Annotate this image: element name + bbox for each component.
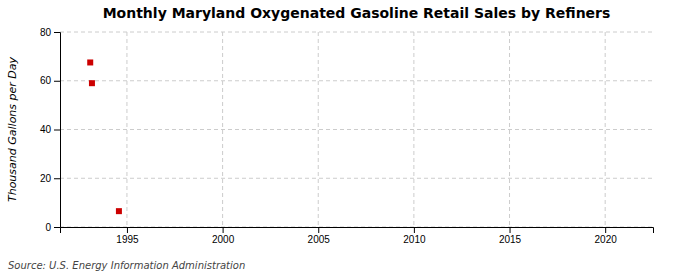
x-tick-label: 2015 — [499, 234, 522, 245]
x-tick: 2010 — [403, 227, 426, 245]
x-tick-mark — [223, 227, 224, 233]
x-tick-label: 2005 — [308, 234, 331, 245]
grid-line-x — [509, 32, 510, 227]
grid-line-y — [60, 80, 653, 81]
y-tick-label: 60 — [40, 75, 52, 86]
y-tick: 20 — [40, 173, 60, 184]
x-tick-mark — [605, 227, 606, 233]
point — [116, 208, 122, 214]
x-tick: 1995 — [116, 227, 139, 245]
y-axis-line — [54, 33, 61, 228]
x-tick-mark — [127, 227, 128, 233]
grid-line-x — [605, 32, 606, 227]
grid-line-x — [126, 32, 127, 227]
grid-line-y — [60, 178, 653, 179]
x-axis-line — [61, 228, 654, 234]
y-tick: 60 — [40, 75, 60, 86]
x-tick-label: 2000 — [212, 234, 235, 245]
y-tick: 40 — [40, 124, 60, 135]
point — [87, 59, 93, 65]
x-tick: 2005 — [308, 227, 331, 245]
title: Monthly Maryland Oxygenated Gasoline Ret… — [103, 5, 611, 21]
x-tick: 2020 — [595, 227, 618, 245]
y-axis: 0 20 40 60 80 — [40, 27, 61, 233]
grid-line-x — [222, 32, 223, 227]
x-tick: 2000 — [212, 227, 235, 245]
chart: 1995 2000 2005 2010 2015 2020 0 20 40 60 80 Monthly… — [0, 0, 675, 275]
y-tick-label: 40 — [40, 124, 52, 135]
points — [87, 59, 122, 214]
grid-line-x — [318, 32, 319, 227]
plot: 1995 2000 2005 2010 2015 2020 0 20 40 60 80 — [40, 27, 654, 245]
y-tick-mark — [54, 130, 60, 131]
y-tick: 80 — [40, 27, 60, 38]
y-tick-mark — [54, 81, 60, 82]
grid — [60, 32, 653, 227]
x-axis: 1995 2000 2005 2010 2015 2020 — [61, 227, 654, 245]
y-tick-mark — [54, 227, 60, 228]
x-tick-mark — [318, 227, 319, 233]
y-tick-label: 20 — [40, 173, 52, 184]
x-tick-mark — [414, 227, 415, 233]
annotation: Source: U.S. Energy Information Administ… — [8, 260, 245, 271]
grid-line-x — [413, 32, 414, 227]
grid-line-y — [60, 129, 653, 130]
x-tick: 2015 — [499, 227, 522, 245]
x-tick-mark — [510, 227, 511, 233]
x-tick-label: 2010 — [403, 234, 426, 245]
y-tick-mark — [54, 178, 60, 179]
y-tick-label: 80 — [40, 27, 52, 38]
y-tick: 0 — [45, 222, 60, 233]
y-axis-title: Thousand Gallons per Day — [6, 56, 19, 202]
y-tick-mark — [54, 32, 60, 33]
x-tick-label: 2020 — [595, 234, 618, 245]
x-tick-label: 1995 — [116, 234, 139, 245]
y-tick-label: 0 — [45, 222, 51, 233]
grid-line-y — [60, 32, 653, 33]
point — [89, 80, 95, 86]
